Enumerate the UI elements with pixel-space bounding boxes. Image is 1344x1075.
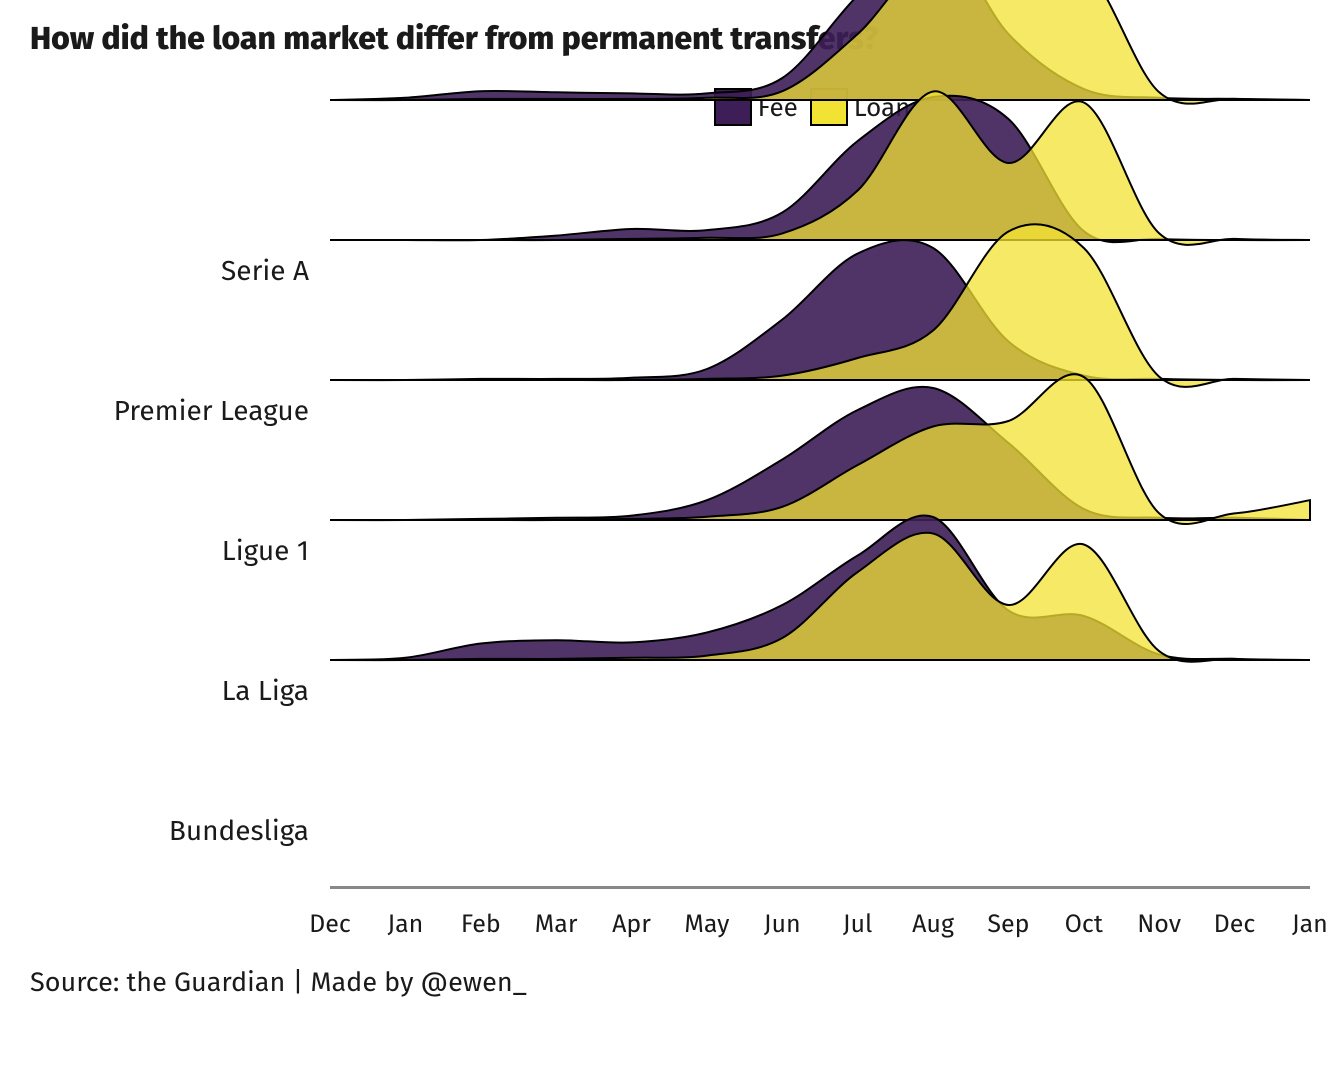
ridgeline-chart: Serie APremier LeagueLigue 1La LigaBunde…: [30, 136, 1314, 836]
x-axis-ticks: DecJanFebMarAprMayJunJulAugSepOctNovDecJ…: [330, 909, 1310, 939]
caption: Source: the Guardian | Made by @ewen_: [30, 967, 1314, 999]
ridge-row: Bundesliga: [30, 696, 1314, 836]
ridge-label: Bundesliga: [169, 815, 309, 848]
density-loan: [330, 91, 1310, 245]
x-axis-line: [330, 886, 1310, 889]
density-fee: [330, 240, 1310, 380]
ridge-svg: [330, 520, 1310, 836]
x-axis: DecJanFebMarAprMayJunJulAugSepOctNovDecJ…: [330, 886, 1310, 939]
